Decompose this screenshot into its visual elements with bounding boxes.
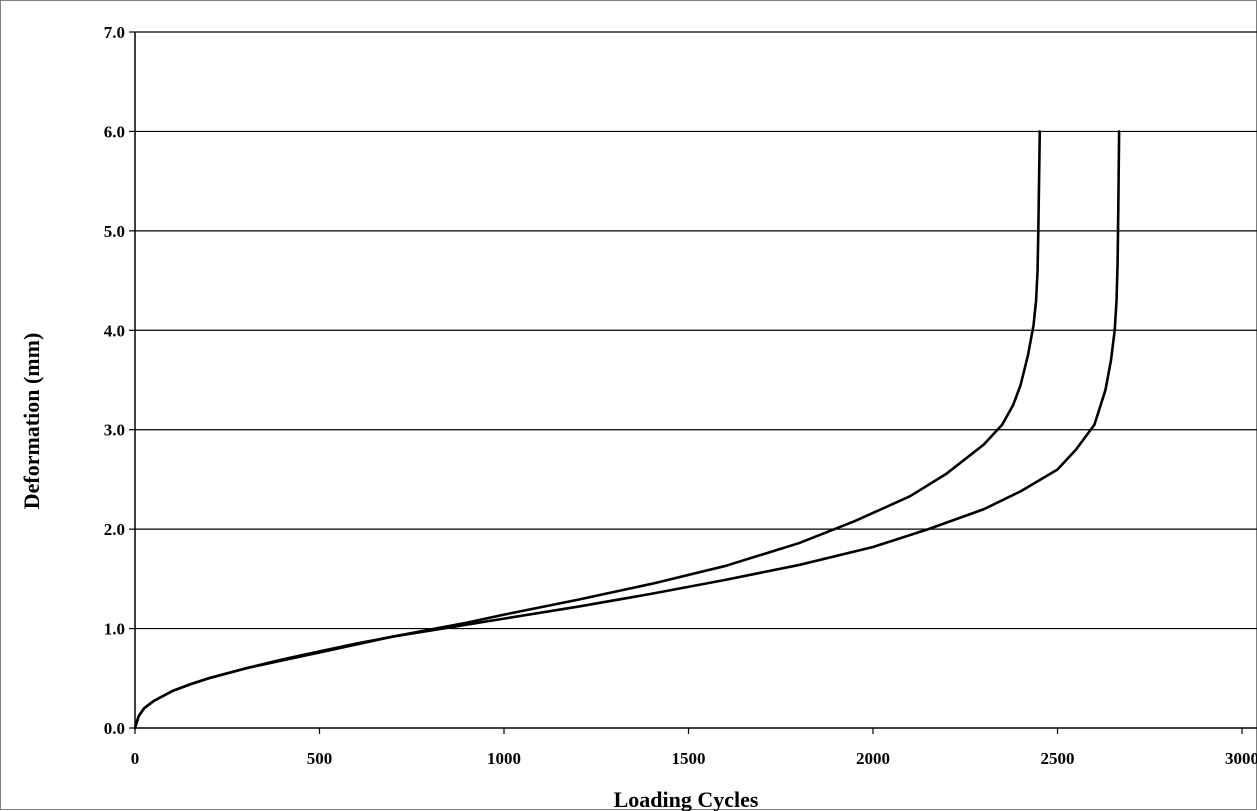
y-tick-label: 1.0 xyxy=(104,620,125,639)
y-tick-label: 3.0 xyxy=(104,421,125,440)
x-tick-label: 0 xyxy=(131,749,140,768)
series-lines xyxy=(133,130,1121,730)
y-axis-label: Deformation (mm) xyxy=(19,333,44,510)
y-tick-label: 7.0 xyxy=(104,23,125,42)
x-tick-label: 500 xyxy=(307,749,333,768)
x-tick-labels: 0 500 1000 1500 2000 2500 3000 xyxy=(131,749,1257,768)
x-tick-label: 1500 xyxy=(672,749,706,768)
x-tick-label: 2500 xyxy=(1041,749,1075,768)
y-tick-label: 6.0 xyxy=(104,122,125,141)
y-tick-label: 2.0 xyxy=(104,520,125,539)
x-tick-label: 1000 xyxy=(487,749,521,768)
y-tick-label: 4.0 xyxy=(104,321,125,340)
y-tick-label: 5.0 xyxy=(104,222,125,241)
series-line-2 xyxy=(133,130,1121,730)
grid-lines xyxy=(135,31,1257,630)
axes xyxy=(129,31,1257,734)
y-tick-label: 0.0 xyxy=(104,719,125,738)
x-tick-label: 3000 xyxy=(1225,749,1257,768)
x-tick-label: 2000 xyxy=(856,749,890,768)
y-tick-labels: 0.0 1.0 2.0 3.0 4.0 5.0 6.0 7.0 xyxy=(104,23,125,738)
x-axis-label: Loading Cycles xyxy=(614,787,759,811)
